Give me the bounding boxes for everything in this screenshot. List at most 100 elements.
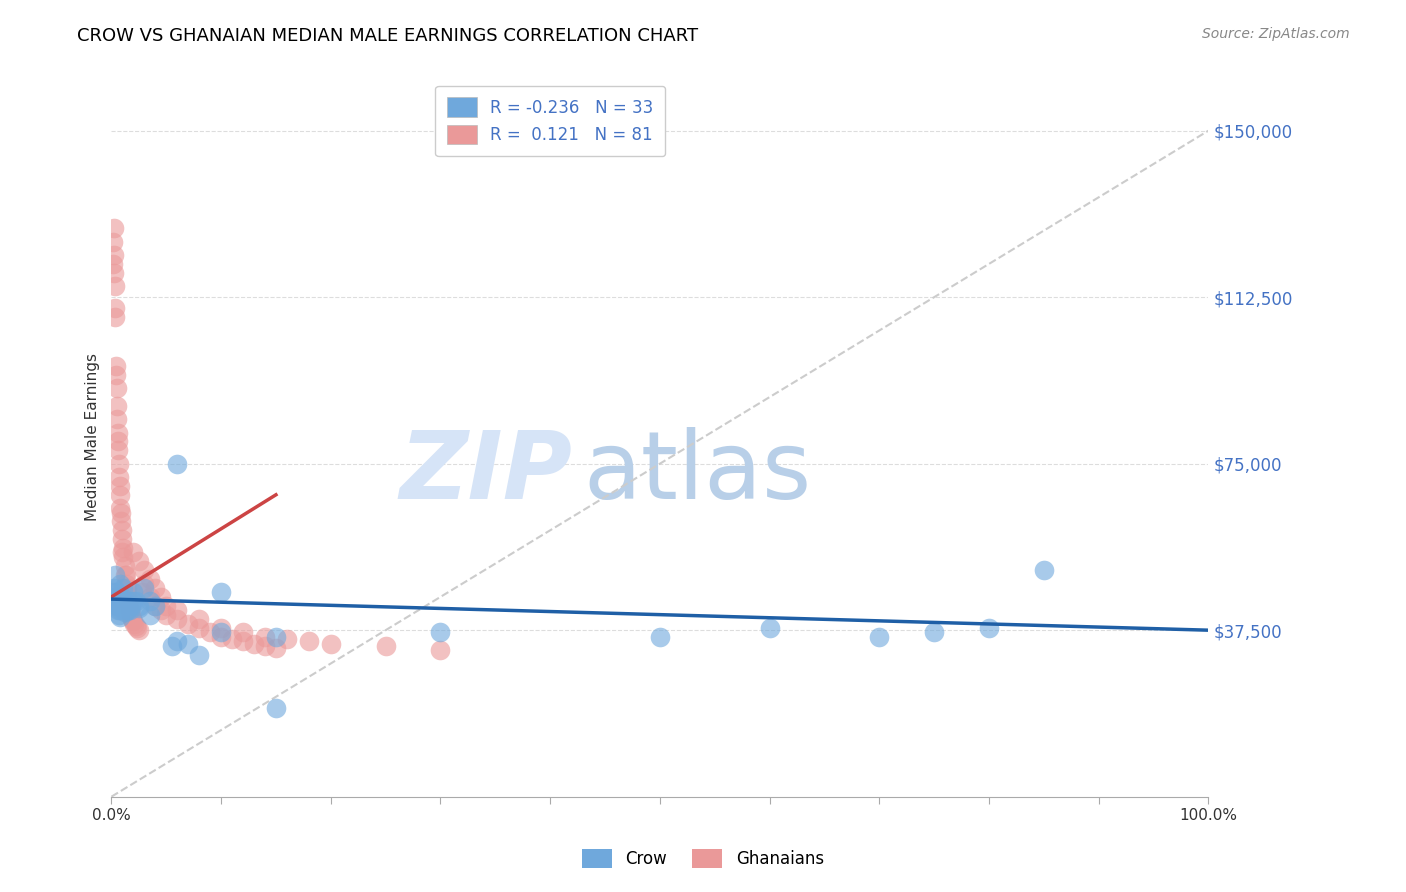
Point <box>128 599 150 613</box>
Point <box>149 590 172 604</box>
Point <box>105 412 128 426</box>
Point <box>101 235 124 249</box>
Point <box>112 581 135 595</box>
Point <box>758 621 780 635</box>
Point <box>111 523 134 537</box>
Text: CROW VS GHANAIAN MEDIAN MALE EARNINGS CORRELATION CHART: CROW VS GHANAIAN MEDIAN MALE EARNINGS CO… <box>77 27 699 45</box>
Point <box>232 625 254 640</box>
Point <box>128 623 150 637</box>
Point <box>120 603 142 617</box>
Point <box>103 248 125 262</box>
Point <box>120 606 142 620</box>
Point <box>648 630 671 644</box>
Legend: R = -0.236   N = 33, R =  0.121   N = 81: R = -0.236 N = 33, R = 0.121 N = 81 <box>436 86 665 156</box>
Point <box>128 554 150 568</box>
Point <box>104 301 127 316</box>
Point <box>101 257 124 271</box>
Point <box>120 603 142 617</box>
Point <box>104 359 127 373</box>
Point <box>118 601 141 615</box>
Point <box>166 603 188 617</box>
Point <box>104 310 127 325</box>
Text: ZIP: ZIP <box>399 427 572 519</box>
Point <box>131 585 153 599</box>
Point <box>120 599 142 613</box>
Point <box>264 630 287 644</box>
Point <box>108 479 131 493</box>
Point <box>108 603 131 617</box>
Point <box>319 636 342 650</box>
Point <box>111 532 134 546</box>
Point <box>429 625 451 640</box>
Point <box>155 599 177 613</box>
Text: Source: ZipAtlas.com: Source: ZipAtlas.com <box>1202 27 1350 41</box>
Point <box>114 567 136 582</box>
Point <box>108 501 131 516</box>
Point <box>115 585 138 599</box>
Point <box>134 581 156 595</box>
Text: atlas: atlas <box>583 427 811 519</box>
Point <box>115 603 138 617</box>
Point <box>134 563 156 577</box>
Point <box>105 585 128 599</box>
Point <box>139 590 162 604</box>
Point <box>110 594 132 608</box>
Point <box>104 368 127 382</box>
Point <box>188 648 211 662</box>
Point <box>112 549 135 564</box>
Point <box>105 599 128 613</box>
Point <box>155 607 177 622</box>
Point <box>143 599 166 613</box>
Point <box>107 443 129 458</box>
Point <box>977 621 1000 635</box>
Point <box>118 599 141 613</box>
Point <box>112 541 135 555</box>
Point <box>114 567 136 582</box>
Point <box>108 488 131 502</box>
Point <box>243 636 266 650</box>
Point <box>253 630 276 644</box>
Point <box>128 601 150 615</box>
Point <box>104 594 127 608</box>
Point <box>114 599 136 613</box>
Point <box>264 701 287 715</box>
Point <box>166 457 188 471</box>
Point <box>108 470 131 484</box>
Point <box>429 643 451 657</box>
Point <box>117 590 139 604</box>
Point <box>374 639 396 653</box>
Point <box>139 594 162 608</box>
Point <box>139 607 162 622</box>
Point <box>188 621 211 635</box>
Point <box>107 434 129 449</box>
Y-axis label: Median Male Earnings: Median Male Earnings <box>86 353 100 521</box>
Point <box>110 515 132 529</box>
Point <box>177 616 200 631</box>
Point <box>107 425 129 440</box>
Point <box>103 266 125 280</box>
Point <box>120 610 142 624</box>
Point <box>124 616 146 631</box>
Point <box>103 221 125 235</box>
Point <box>122 545 145 559</box>
Point <box>117 603 139 617</box>
Point <box>232 634 254 648</box>
Point <box>868 630 890 644</box>
Point <box>298 634 321 648</box>
Point <box>166 634 188 648</box>
Point <box>209 585 232 599</box>
Point <box>264 640 287 655</box>
Point <box>110 506 132 520</box>
Point <box>101 585 124 599</box>
Point <box>111 599 134 613</box>
Point <box>143 599 166 613</box>
Point <box>114 576 136 591</box>
Point <box>166 612 188 626</box>
Point <box>124 594 146 608</box>
Point <box>117 594 139 608</box>
Point <box>108 607 131 622</box>
Point <box>121 612 143 626</box>
Point <box>103 581 125 595</box>
Point <box>276 632 298 646</box>
Point <box>209 630 232 644</box>
